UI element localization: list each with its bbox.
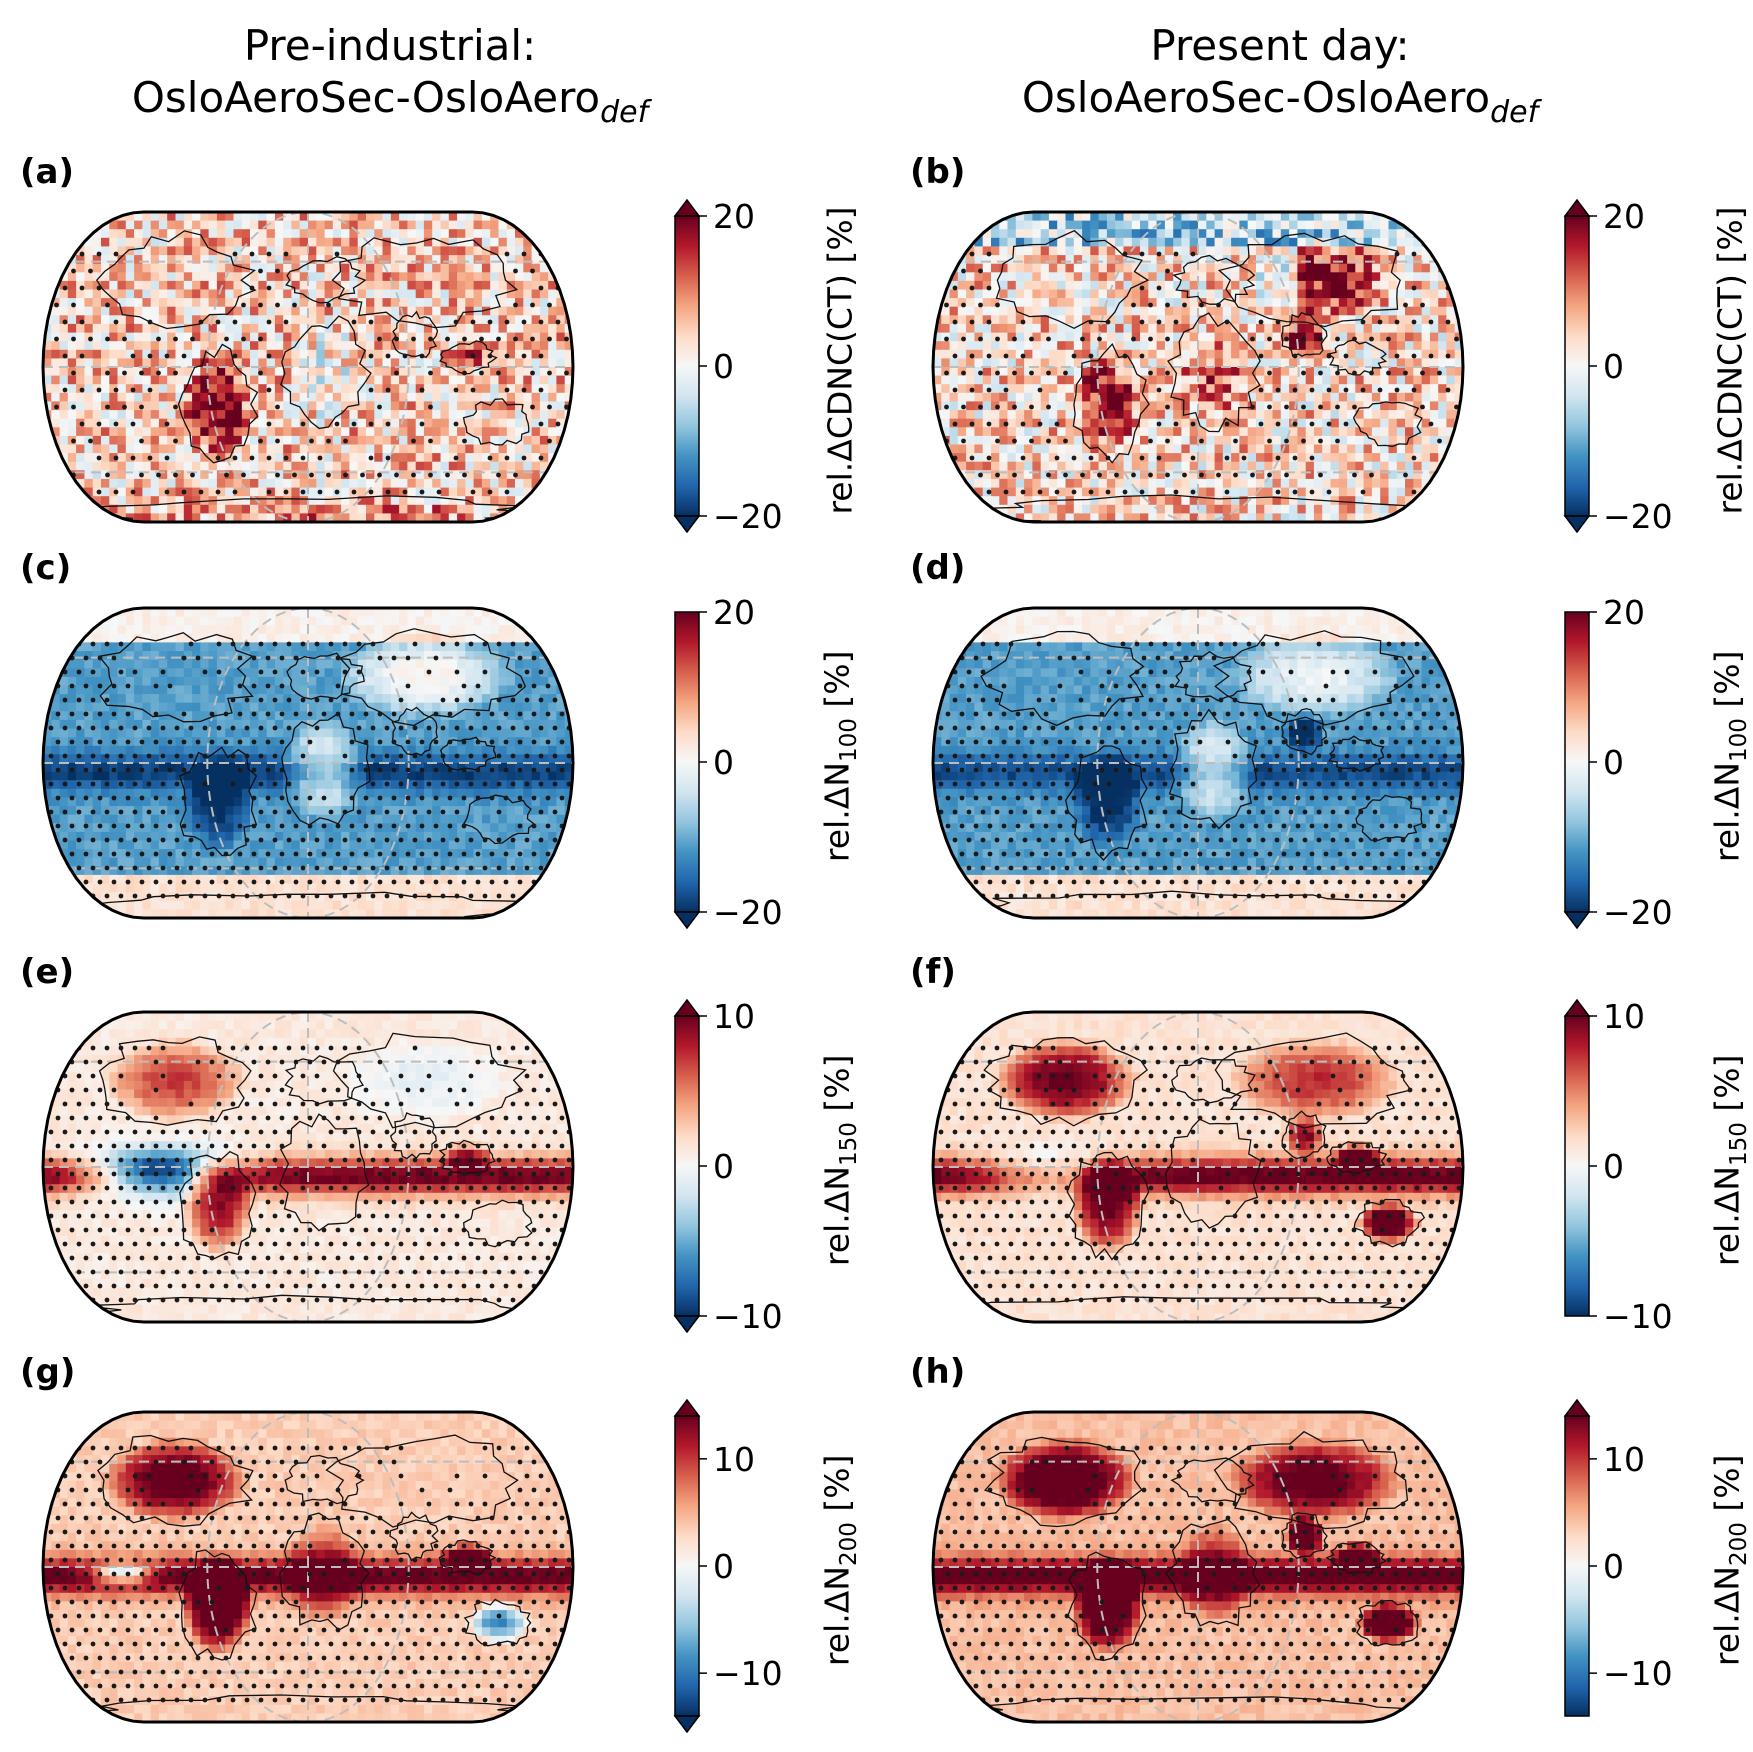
colorbar-tick-label: 20 — [1603, 593, 1645, 632]
colorbar-tick-label: 20 — [1603, 197, 1645, 236]
colorbar-label-text: rel.ΔN — [818, 1566, 857, 1666]
value-field — [43, 212, 574, 529]
colorbar-label: rel.ΔN100 [%] — [1708, 650, 1753, 862]
colorbar-tick-label: 0 — [1603, 1547, 1624, 1586]
map-plot — [20, 1392, 580, 1752]
map-plot — [910, 992, 1470, 1352]
colorbar-label-unit: [%] — [1708, 650, 1747, 718]
value-field — [43, 1012, 574, 1330]
colorbar-label-subscript: 150 — [1726, 1122, 1752, 1166]
colorbar-tick-label: 10 — [1603, 1440, 1645, 1479]
colorbar-label-text: rel.ΔN — [1708, 762, 1747, 862]
colorbar-tick-label: −10 — [1603, 1297, 1673, 1336]
value-field — [933, 1412, 1464, 1728]
colorbar-tick-label: −10 — [713, 1297, 783, 1336]
value-field — [43, 1412, 574, 1729]
colorbar-tick-label: 20 — [713, 593, 755, 632]
map-plot — [910, 1392, 1470, 1752]
colorbar-tick-label: 10 — [713, 997, 755, 1036]
colorbar-label-text: rel.ΔN — [1708, 1566, 1747, 1666]
colorbar-label-text: rel.ΔN — [1708, 1166, 1747, 1266]
column-title-left-line1: Pre-industrial: — [40, 20, 740, 72]
colorbar-label-text: rel.ΔN — [818, 1166, 857, 1266]
panel-label: (d) — [910, 548, 965, 588]
panel-label: (g) — [20, 1352, 75, 1392]
panel-label: (c) — [20, 548, 71, 588]
colorbar-tick-label: −20 — [713, 893, 783, 932]
colorbar-tick-label: 0 — [1603, 347, 1624, 386]
colorbar-tick-label: −10 — [713, 1654, 783, 1693]
colorbar-label-subscript: 100 — [836, 718, 862, 762]
colorbar-label-unit: [%] — [1708, 1454, 1747, 1522]
column-title-right-line1: Present day: — [930, 20, 1630, 72]
colorbar-label-subscript: 200 — [1726, 1522, 1752, 1566]
colorbar-label: rel.ΔN100 [%] — [818, 650, 863, 862]
colorbar-label: rel.ΔN200 [%] — [818, 1454, 863, 1666]
colorbar-tick-label: 0 — [713, 743, 734, 782]
panel-label: (h) — [910, 1352, 965, 1392]
colorbar-tick-label: 0 — [713, 1547, 734, 1586]
colorbar-label: rel.ΔN150 [%] — [818, 1054, 863, 1266]
colorbar-label: rel.ΔN200 [%] — [1708, 1454, 1753, 1666]
colorbar-tick-label: −10 — [1603, 1654, 1673, 1693]
colorbar-tick-label: 0 — [1603, 1147, 1624, 1186]
colorbar-tick-label: −20 — [1603, 497, 1673, 536]
colorbar-label: rel.ΔCDNC(CT) [%] — [821, 206, 860, 514]
map-plot — [20, 992, 580, 1352]
colorbar-tick-label: −20 — [1603, 893, 1673, 932]
value-field — [933, 608, 1464, 926]
panel-label: (e) — [20, 952, 74, 992]
column-title-right-sub: def — [1490, 95, 1538, 130]
panel-label: (f) — [910, 952, 956, 992]
colorbar-tick-label: 10 — [713, 1440, 755, 1479]
colorbar-label-text: rel.ΔCDNC(CT) [%] — [821, 206, 860, 514]
column-title-right: Present day: OsloAeroSec-OsloAerodef — [930, 20, 1630, 129]
colorbar-label-subscript: 150 — [836, 1122, 862, 1166]
colorbar-label-text: rel.ΔCDNC(CT) [%] — [1711, 206, 1750, 514]
column-title-right-line2: OsloAeroSec-OsloAero — [1022, 73, 1490, 122]
colorbar-tick-label: −20 — [713, 497, 783, 536]
panel-label: (a) — [20, 152, 74, 192]
colorbar-tick-label: 0 — [713, 1147, 734, 1186]
column-title-left: Pre-industrial: OsloAeroSec-OsloAerodef — [40, 20, 740, 129]
colorbar-label: rel.ΔCDNC(CT) [%] — [1711, 206, 1750, 514]
value-field — [933, 212, 1464, 530]
colorbar-label: rel.ΔN150 [%] — [1708, 1054, 1753, 1266]
value-field — [43, 608, 574, 925]
colorbar-label-subscript: 100 — [1726, 718, 1752, 762]
colorbar-tick-label: 20 — [713, 197, 755, 236]
map-plot — [910, 588, 1470, 948]
colorbar-label-subscript: 200 — [836, 1522, 862, 1566]
colorbar-label-unit: [%] — [818, 1054, 857, 1122]
colorbar-tick-label: 10 — [1603, 997, 1645, 1036]
value-field — [933, 1012, 1464, 1329]
colorbar-label-unit: [%] — [818, 650, 857, 718]
map-plot — [20, 588, 580, 948]
panel-label: (b) — [910, 152, 965, 192]
colorbar-tick-label: 0 — [1603, 743, 1624, 782]
colorbar-label-text: rel.ΔN — [818, 762, 857, 862]
map-plot — [910, 192, 1470, 552]
colorbar-label-unit: [%] — [1708, 1054, 1747, 1122]
colorbar-tick-label: 0 — [713, 347, 734, 386]
column-title-left-sub: def — [600, 95, 648, 130]
map-plot — [20, 192, 580, 552]
colorbar-label-unit: [%] — [818, 1454, 857, 1522]
column-title-left-line2: OsloAeroSec-OsloAero — [132, 73, 600, 122]
